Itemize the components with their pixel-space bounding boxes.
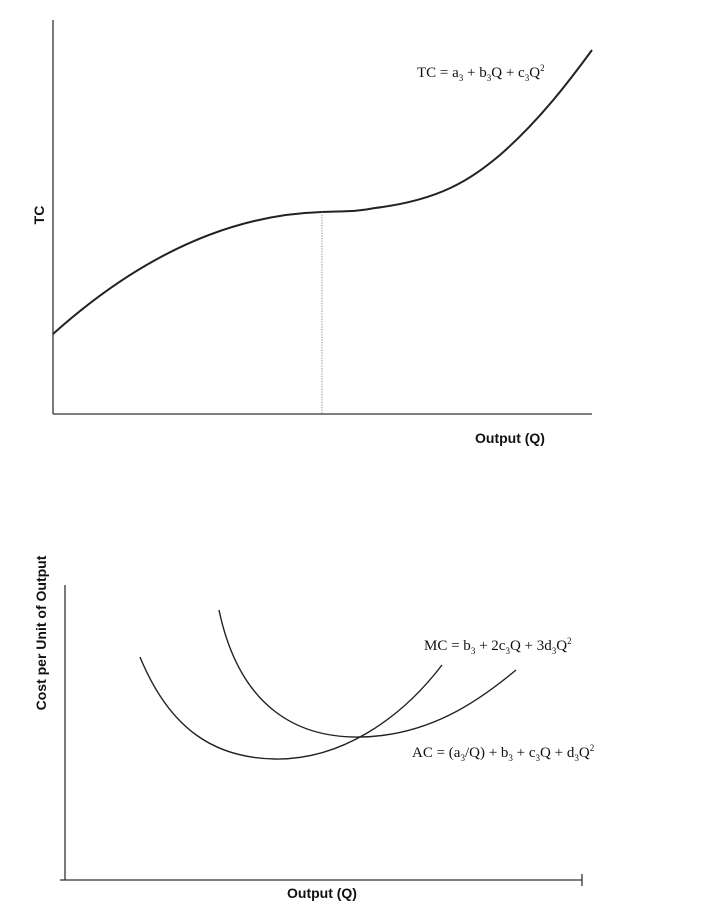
tc-x-axis-label: Output (Q) [475, 430, 545, 446]
mc-equation: MC = b3 + 2c3Q + 3d3Q2 [424, 636, 572, 656]
ac-equation: AC = (a3/Q) + b3 + c3Q + d3Q2 [412, 743, 594, 763]
ac-curve [218, 609, 517, 738]
unit-cost-y-axis-label: Cost per Unit of Output [33, 555, 49, 710]
tc-curve [52, 49, 593, 335]
tc-equation: TC = a3 + b3Q + c3Q2 [417, 63, 545, 83]
unit-cost-x-axis-label: Output (Q) [287, 885, 357, 901]
tc-chart: TC Output (Q) TC = a3 + b3Q + c3Q2 [31, 20, 593, 446]
unit-cost-chart: Cost per Unit of Output Output (Q) MC = … [33, 555, 594, 901]
mc-curve [139, 656, 443, 760]
tc-y-axis-label: TC [31, 206, 47, 225]
